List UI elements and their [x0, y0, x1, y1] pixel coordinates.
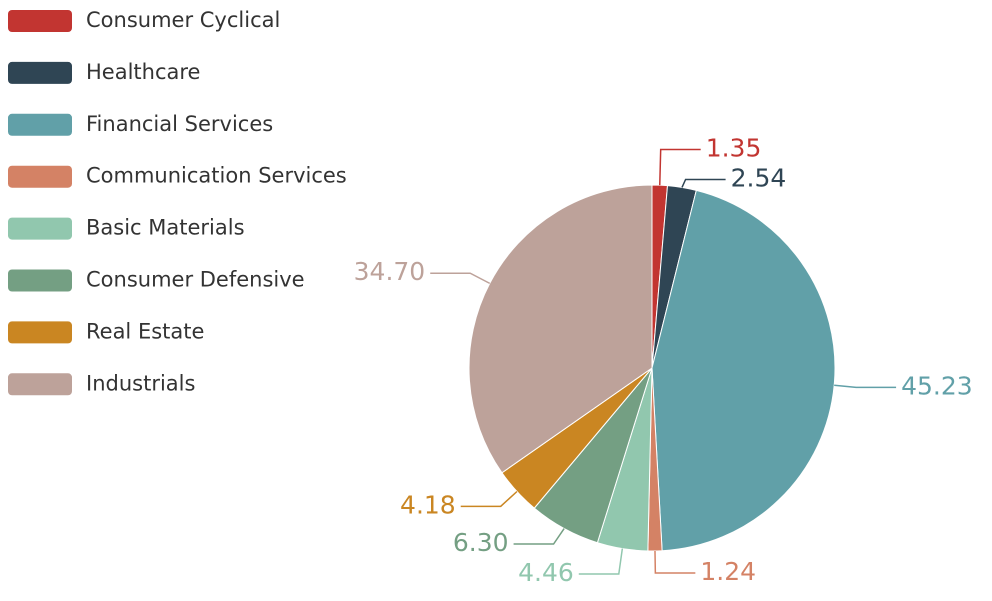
pie-slice [651, 189, 836, 552]
legend-label[interactable]: Industrials [86, 371, 195, 395]
legend-label[interactable]: Financial Services [86, 112, 273, 136]
leader-line [654, 550, 696, 574]
legend-label[interactable]: Consumer Defensive [86, 268, 305, 292]
value-label: 34.70 [354, 257, 426, 286]
legend-swatch[interactable] [8, 113, 72, 136]
value-label: 6.30 [453, 528, 509, 557]
leader-line [578, 548, 624, 575]
legend-label[interactable]: Consumer Cyclical [86, 8, 280, 32]
legend-label[interactable]: Real Estate [86, 319, 204, 343]
pie-slice [468, 184, 653, 474]
value-label: 4.18 [400, 490, 456, 519]
value-label: 4.46 [518, 558, 574, 587]
leader-line [659, 148, 701, 186]
legend-label[interactable]: Communication Services [86, 164, 347, 188]
legend-label[interactable]: Basic Materials [86, 216, 245, 240]
leader-line [513, 528, 565, 545]
legend-swatch[interactable] [8, 373, 72, 396]
value-label: 45.23 [901, 371, 973, 400]
value-label: 1.35 [706, 133, 762, 162]
legend-swatch[interactable] [8, 61, 72, 84]
legend-swatch[interactable] [8, 10, 72, 32]
value-label: 1.24 [700, 557, 756, 586]
legend-swatch[interactable] [8, 165, 72, 188]
leader-line [430, 272, 491, 285]
leader-line [681, 178, 726, 188]
legend-label[interactable]: Healthcare [86, 60, 200, 84]
legend-swatch[interactable] [8, 269, 72, 292]
legend-swatch[interactable] [8, 321, 72, 344]
leader-line [834, 384, 897, 389]
leader-line [460, 490, 518, 508]
legend-swatch[interactable] [8, 217, 72, 240]
value-label: 2.54 [731, 163, 787, 192]
